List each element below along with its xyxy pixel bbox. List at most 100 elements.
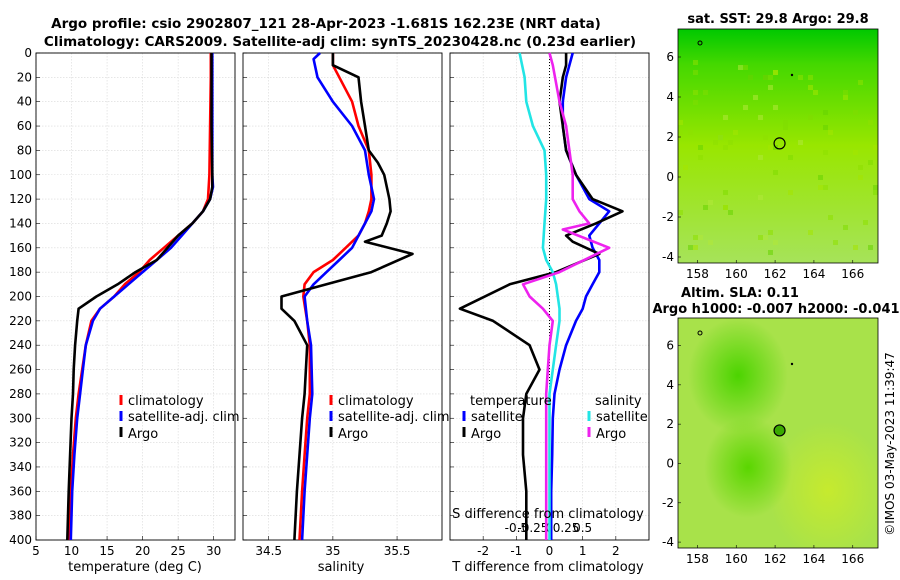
sst-pixel (868, 160, 873, 165)
y-tick-label: 380 (9, 509, 32, 523)
sst-pixel (683, 165, 688, 170)
top-x-tick-label: 0.5 (573, 521, 592, 535)
legend-sal-satellite: satellite (596, 410, 648, 425)
map-x-tick-label: 158 (686, 267, 709, 281)
sst-map-frame (677, 28, 879, 264)
sst-pixel (833, 240, 838, 245)
legend-satellite-adj: satellite-adj. clim (338, 410, 450, 425)
map-x-tick-label: 158 (686, 552, 709, 566)
salinity-legend: climatology satellite-adj. clim Argo (329, 394, 450, 442)
t-difference-x-label: T difference from climatology (451, 560, 644, 575)
series-line-argo (66, 53, 214, 541)
y-tick-label: 60 (17, 119, 32, 133)
map-x-tick-label: 164 (802, 267, 825, 281)
sst-pixel (698, 155, 703, 160)
sst-pixel (758, 195, 763, 200)
sst-pixel (873, 145, 878, 150)
sst-pixel (733, 130, 738, 135)
sst-pixel (798, 140, 803, 145)
sst-pixel (843, 225, 848, 230)
sst-pixel (693, 235, 698, 240)
y-tick-label: 160 (9, 241, 32, 255)
y-tick-label: 20 (17, 70, 32, 84)
sst-pixel (678, 130, 683, 135)
temperature-profile-panel: 0 20 40 60 80 100 120 140 160 180 200 220 240 260 280 3… (9, 46, 236, 558)
x-tick-label: 10 (64, 544, 79, 558)
sst-pixel (808, 115, 813, 120)
sst-pixel (728, 140, 733, 145)
temperature-legend: climatology satellite-adj. clim Argo (119, 394, 240, 442)
y-tick-label: 280 (9, 387, 32, 401)
sst-pixel (858, 165, 863, 170)
y-tick-label: 400 (9, 533, 32, 547)
sst-pixel (843, 90, 848, 95)
y-tick-label: 200 (9, 290, 32, 304)
sst-pixel (763, 75, 768, 80)
map-x-tick-label: 160 (725, 267, 748, 281)
sst-pixel (718, 135, 723, 140)
sst-pixel (763, 235, 768, 240)
x-tick-label: 5 (32, 544, 40, 558)
x-tick-label: 25 (171, 544, 186, 558)
sla-map-subtitle: Argo h1000: -0.007 h2000: -0.041 (652, 302, 899, 317)
sst-pixel (853, 110, 858, 115)
plot-frame (242, 52, 443, 541)
sst-pixel (868, 120, 873, 125)
sst-pixel (763, 135, 768, 140)
x-tick-label: 1 (579, 544, 587, 558)
x-tick-label: 30 (206, 544, 221, 558)
sst-pixel (703, 205, 708, 210)
series-line-salinity-satellite (518, 52, 561, 540)
sst-pixel (873, 190, 878, 195)
map-y-tick-label: -2 (662, 210, 674, 224)
map-y-tick-label: -4 (662, 250, 674, 264)
sst-pixel (828, 215, 833, 220)
map-y-tick-label: 2 (666, 130, 674, 144)
sst-map-tiles (678, 60, 878, 255)
y-tick-label: 220 (9, 314, 32, 328)
map-y-tick-label: 0 (666, 170, 674, 184)
series-line-argo (280, 53, 414, 541)
sst-pixel (773, 70, 778, 75)
sst-pixel (823, 185, 828, 190)
sst-pixel (698, 235, 703, 240)
map-y-tick-label: 2 (666, 417, 674, 431)
sst-pixel (758, 115, 763, 120)
map-y-tick-label: -4 (662, 535, 674, 549)
x-tick-label: 15 (99, 544, 114, 558)
sst-pixel (708, 240, 713, 245)
plot-frame (35, 52, 236, 541)
y-tick-label: 180 (9, 265, 32, 279)
sst-pixel (688, 130, 693, 135)
sst-pixel (768, 85, 773, 90)
top-x-tick-label: -0.5 (505, 521, 528, 535)
map-y-tick-label: 4 (666, 90, 674, 104)
legend-salinity-heading: salinity (595, 394, 642, 409)
map-x-tick-label: 166 (841, 552, 864, 566)
sst-pixel (728, 210, 733, 215)
legend-temperature-heading: temperature (470, 394, 552, 409)
x-tick-label: 20 (135, 544, 150, 558)
difference-legend: temperature salinity satellite Argo sate… (462, 394, 648, 442)
y-tick-label: 40 (17, 95, 32, 109)
sst-pixel (698, 145, 703, 150)
sst-pixel (788, 190, 793, 195)
legend-argo: Argo (128, 427, 158, 442)
y-tick-label: 360 (9, 484, 32, 498)
sst-map-title: sat. SST: 29.8 Argo: 29.8 (687, 12, 868, 27)
argo-float-position-marker (773, 137, 786, 150)
sst-pixel (823, 110, 828, 115)
sst-pixel (758, 155, 763, 160)
y-tick-label: 320 (9, 436, 32, 450)
sst-pixel (853, 150, 858, 155)
x-tick-label: 35 (325, 544, 340, 558)
y-tick-label: 80 (17, 143, 32, 157)
sst-pixel (853, 245, 858, 250)
sst-pixel (743, 105, 748, 110)
sst-pixel (758, 235, 763, 240)
sst-pixel (723, 205, 728, 210)
series-line-climatology (298, 53, 373, 541)
argo-float-position-marker (773, 424, 786, 437)
map-y-tick-label: 4 (666, 378, 674, 392)
sst-pixel (693, 100, 698, 105)
